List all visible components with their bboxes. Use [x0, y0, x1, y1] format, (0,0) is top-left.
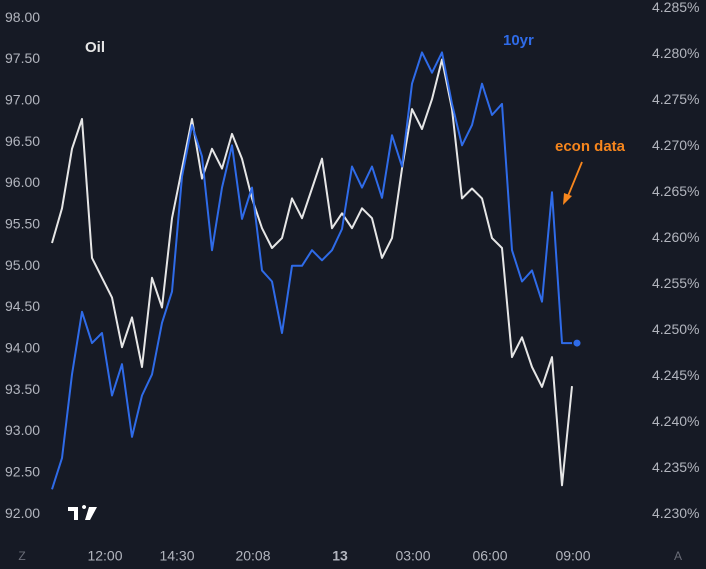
- y2-tick-label: 4.285%: [652, 0, 699, 15]
- x-tick-label: 03:00: [395, 548, 430, 564]
- y2-tick-label: 4.265%: [652, 183, 699, 199]
- y-tick-label: 97.50: [5, 50, 40, 66]
- x-tick-label: 12:00: [87, 548, 122, 564]
- y2-tick-label: 4.270%: [652, 137, 699, 153]
- series-label: 10yr: [503, 32, 534, 49]
- y-tick-label: 97.00: [5, 92, 40, 108]
- y-tick-label: 92.50: [5, 464, 40, 480]
- axis-button[interactable]: Z: [18, 549, 25, 563]
- x-tick-label: 09:00: [555, 548, 590, 564]
- y-tick-label: 92.00: [5, 505, 40, 521]
- annotation-arrow: [567, 161, 583, 197]
- y-tick-label: 96.50: [5, 133, 40, 149]
- y2-tick-label: 4.275%: [652, 91, 699, 107]
- series-line: [51, 58, 573, 487]
- logo-mark: [68, 505, 97, 520]
- logo: [68, 505, 97, 520]
- y-tick-label: 96.00: [5, 174, 40, 190]
- y-tick-label: 94.00: [5, 340, 40, 356]
- y-tick-label: 93.00: [5, 422, 40, 438]
- y-tick-label: 98.00: [5, 9, 40, 25]
- annotation: econ data: [555, 138, 626, 155]
- annotation-arrow-head: [563, 193, 572, 205]
- y-tick-label: 94.50: [5, 298, 40, 314]
- y2-tick-label: 4.235%: [652, 459, 699, 475]
- y-tick-label: 95.50: [5, 216, 40, 232]
- x-tick-label: 06:00: [472, 548, 507, 564]
- y2-tick-label: 4.255%: [652, 275, 699, 291]
- y2-tick-label: 4.240%: [652, 413, 699, 429]
- last-point: [573, 339, 581, 347]
- y-tick-label: 95.00: [5, 257, 40, 273]
- axis-button[interactable]: A: [674, 549, 682, 563]
- y2-tick-label: 4.230%: [652, 505, 699, 521]
- y-tick-label: 93.50: [5, 381, 40, 397]
- y2-tick-label: 4.250%: [652, 321, 699, 337]
- y2-tick-label: 4.260%: [652, 229, 699, 245]
- y2-tick-label: 4.245%: [652, 367, 699, 383]
- x-tick-label: 13: [332, 548, 348, 564]
- x-tick-label: 20:08: [235, 548, 270, 564]
- y2-tick-label: 4.280%: [652, 45, 699, 61]
- x-tick-label: 14:30: [159, 548, 194, 564]
- series-label: Oil: [85, 39, 105, 56]
- series-line: [51, 51, 572, 490]
